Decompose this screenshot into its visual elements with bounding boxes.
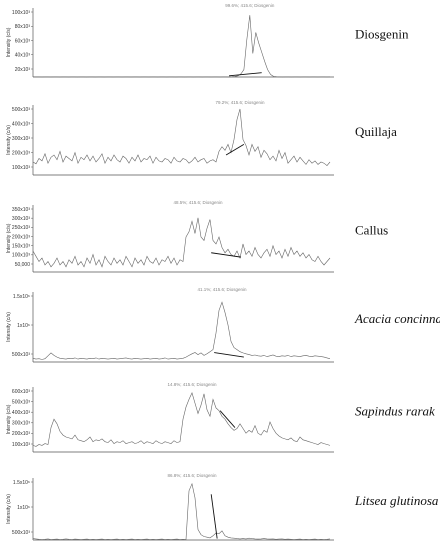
y-tick-label: 50,000 bbox=[15, 262, 31, 268]
peak-annotation: 41.1%; 415.6; Diosgenin bbox=[197, 287, 247, 292]
sample-label: Quillaja bbox=[355, 124, 397, 139]
y-tick-label: 100x10³ bbox=[12, 442, 30, 448]
baseline-marker bbox=[228, 72, 262, 77]
y-tick-label: 150x10³ bbox=[12, 243, 30, 249]
trace-line bbox=[32, 108, 331, 167]
y-tick-label: 200x10³ bbox=[12, 431, 30, 437]
y-tick-label: 350x10³ bbox=[12, 207, 30, 213]
panel-2: 100x10³ 200x10³ 300x10³ 400x10³ 500x10³ Inten… bbox=[6, 100, 397, 176]
sample-label: Litsea glutinosa bbox=[354, 493, 439, 508]
trace-line bbox=[32, 392, 331, 447]
sample-label: Acacia concinna bbox=[354, 311, 440, 326]
y-axis-label: Intensity (c/s) bbox=[6, 223, 12, 253]
peak-annotation: 48.5%; 415.6; Diosgenin bbox=[173, 200, 223, 205]
baseline-marker bbox=[219, 410, 236, 428]
y-tick-label: 500x10³ bbox=[12, 399, 30, 405]
baseline-marker bbox=[225, 143, 245, 156]
trace-line bbox=[32, 482, 331, 540]
peak-annotation: 86.8%; 415.6; Diosgenin bbox=[167, 473, 217, 478]
baseline-marker bbox=[214, 352, 244, 358]
y-tick-label: 40x10³ bbox=[15, 53, 31, 59]
y-tick-label: 400x10³ bbox=[12, 410, 30, 416]
panel-6: 500x10³ 1x10⁶ 1.5x10⁶ Intensity (c/s) 86.8%;… bbox=[6, 473, 439, 541]
peak-annotation: 14.8%; 415.6; Diosgenin bbox=[167, 382, 217, 387]
panel-1: 20x10³ 40x10³ 60x10³ 80x10³ 100x10³ Intensity… bbox=[6, 3, 409, 78]
panel-5: 100x10³ 200x10³ 300x10³ 400x10³ 500x10³ 600x1… bbox=[6, 382, 435, 453]
y-tick-label: 100x10³ bbox=[12, 253, 30, 259]
y-tick-label: 20x10³ bbox=[15, 67, 31, 73]
y-tick-label: 500x10³ bbox=[12, 352, 30, 358]
y-tick-label: 1.5x10⁶ bbox=[13, 480, 30, 486]
y-tick-label: 60x10³ bbox=[15, 38, 31, 44]
sample-label: Diosgenin bbox=[355, 27, 409, 42]
trace-line bbox=[32, 217, 331, 268]
y-tick-label: 200x10³ bbox=[12, 150, 30, 156]
y-axis-label: Intensity (c/s) bbox=[6, 312, 12, 342]
panel-3: 50,000 100x10³ 150x10³ 200x10³ 250x10³ 300x10… bbox=[6, 200, 388, 273]
y-tick-label: 400x10³ bbox=[12, 121, 30, 127]
y-axis-label: Intensity (c/s) bbox=[6, 125, 12, 155]
trace-line bbox=[32, 301, 331, 360]
y-tick-label: 300x10³ bbox=[12, 216, 30, 222]
y-tick-label: 100x10³ bbox=[12, 10, 30, 16]
trace-line bbox=[33, 15, 331, 78]
peak-annotation: 99.6%; 415.6; Diosgenin bbox=[225, 3, 275, 8]
baseline-marker bbox=[210, 494, 218, 539]
sample-label: Callus bbox=[355, 223, 388, 238]
y-tick-label: 300x10³ bbox=[12, 421, 30, 427]
y-tick-label: 100x10³ bbox=[12, 165, 30, 171]
y-tick-label: 600x10³ bbox=[12, 389, 30, 395]
y-tick-label: 300x10³ bbox=[12, 136, 30, 142]
baseline-marker bbox=[211, 252, 241, 258]
sample-label: Sapindus rarak bbox=[355, 404, 435, 419]
y-tick-label: 250x10³ bbox=[12, 225, 30, 231]
y-axis-label: Intensity (c/s) bbox=[6, 494, 12, 524]
y-tick-label: 80x10³ bbox=[15, 24, 31, 30]
peak-annotation: 79.2%; 415.6; Diosgenin bbox=[215, 100, 265, 105]
y-axis-label: Intensity (c/s) bbox=[6, 27, 12, 57]
y-tick-label: 200x10³ bbox=[12, 234, 30, 240]
y-tick-label: 500x10³ bbox=[12, 107, 30, 113]
y-tick-label: 1x10⁶ bbox=[17, 505, 30, 511]
y-tick-label: 500x10³ bbox=[12, 530, 30, 536]
y-tick-label: 1.5x10⁶ bbox=[13, 294, 30, 300]
panel-4: 500x10³ 1x10⁶ 1.5x10⁶ Intensity (c/s) 41.1%;… bbox=[6, 287, 440, 363]
y-tick-label: 1x10⁶ bbox=[17, 323, 30, 329]
y-axis-label: Intensity (c/s) bbox=[6, 404, 12, 434]
